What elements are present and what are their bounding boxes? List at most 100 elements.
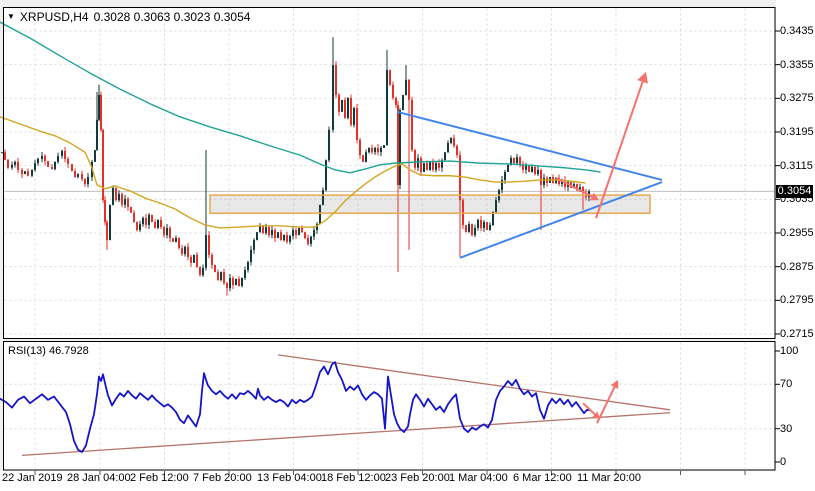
rsi-arrow-apex-pointer-head[interactable]: [592, 411, 600, 420]
candle-body: [292, 230, 294, 236]
candle-body: [241, 278, 243, 287]
candle-body: [338, 94, 340, 112]
candle-body: [377, 147, 379, 153]
candle-body: [477, 219, 479, 228]
candle-body: [501, 179, 503, 191]
candle-body: [283, 235, 285, 241]
candle-body: [558, 177, 560, 185]
candle-body: [441, 160, 443, 168]
candle-body: [513, 158, 515, 164]
price-trendline-lower-ascending[interactable]: [459, 181, 663, 259]
candle-body: [435, 163, 437, 170]
candle-body: [402, 94, 404, 111]
time-axis-label: 23 Feb 20:00: [385, 472, 450, 484]
candle-body: [286, 235, 288, 242]
rsi-arrow-apex-pointer-shaft[interactable]: [582, 402, 597, 416]
rsi-arrow-breakout-up-head[interactable]: [610, 379, 619, 389]
price-trendline-upper-descending[interactable]: [396, 110, 663, 181]
price-arrow-breakout-up-shaft[interactable]: [595, 80, 644, 219]
candle-body: [250, 249, 252, 263]
candle-body: [389, 70, 391, 85]
candle-body: [423, 163, 425, 172]
rsi-line[interactable]: [0, 361, 591, 453]
candle-body: [100, 94, 102, 130]
candle-body: [142, 217, 144, 225]
candle-body: [295, 230, 297, 236]
price-arrow-apex-pointer-head[interactable]: [590, 192, 599, 201]
candle-body: [335, 65, 337, 95]
support-zone-border[interactable]: [209, 194, 651, 214]
price-scale-strip[interactable]: [776, 0, 815, 491]
price-axis-label: 0.3195: [780, 125, 814, 138]
candle-body: [465, 224, 467, 233]
rsi-arrow-breakout-up-shaft[interactable]: [596, 385, 616, 424]
candle-body: [115, 187, 117, 201]
ohlc-values-label: 0.3028 0.3063 0.3023 0.3054: [93, 10, 251, 24]
candle-body: [34, 163, 36, 170]
candle-body: [71, 163, 73, 172]
ma-slow-line[interactable]: [0, 21, 601, 174]
candle-body: [322, 190, 324, 205]
ma-fast-line[interactable]: [0, 116, 586, 229]
time-axis-label: 1 Mar 04:00: [449, 472, 508, 484]
candle-body: [417, 158, 419, 168]
candle-body: [359, 139, 361, 156]
candle-body: [582, 187, 584, 194]
candle-body: [77, 174, 79, 178]
candle-body: [579, 187, 581, 191]
candle-body: [456, 145, 458, 156]
candle-body: [37, 158, 39, 164]
candle-body: [280, 232, 282, 241]
candle-body: [531, 166, 533, 172]
symbol-dropdown-icon[interactable]: ▼: [7, 12, 15, 21]
time-scale-strip[interactable]: [0, 471, 815, 491]
main-pane-bg[interactable]: [3, 7, 776, 339]
candle-body: [504, 171, 506, 180]
candle-body: [74, 171, 76, 178]
candle-body: [84, 179, 86, 185]
candle-body: [31, 169, 33, 176]
candle-body: [362, 155, 364, 162]
candle-body: [543, 177, 545, 186]
candle-body: [104, 200, 106, 223]
candle-body: [14, 161, 16, 165]
rsi-pane-bg[interactable]: [3, 341, 776, 471]
symbol-timeframe-label: XRPUSD,H4: [19, 10, 89, 24]
candle-body: [133, 212, 135, 223]
price-arrow-breakout-up-head[interactable]: [637, 71, 648, 84]
candle-body: [265, 227, 267, 233]
candle-body: [537, 169, 539, 175]
rsi-indicator-label: RSI(13) 46.7928: [8, 345, 89, 357]
candle-body: [27, 171, 29, 176]
candle-body: [268, 227, 270, 236]
time-axis-label: 6 Mar 12:00: [513, 472, 572, 484]
candle-body: [332, 65, 334, 130]
candle-body: [341, 100, 343, 112]
candle-body: [112, 187, 114, 205]
candle-body: [540, 169, 542, 186]
candle-body: [534, 166, 536, 175]
candle-body: [98, 94, 100, 120]
candle-body: [199, 267, 201, 276]
candle-body: [274, 230, 276, 239]
candle-body: [17, 161, 19, 170]
candle-body: [420, 158, 422, 172]
candle-body: [229, 278, 231, 289]
candle-body: [202, 267, 204, 276]
time-axis-label: 28 Jan 04:00: [67, 472, 131, 484]
candle-body: [495, 200, 497, 212]
price-arrow-apex-pointer-shaft[interactable]: [555, 176, 594, 198]
candle-body: [386, 70, 388, 146]
price-axis-label: 0.3435: [780, 25, 814, 37]
candle-body: [256, 232, 258, 241]
candle-body: [298, 227, 300, 236]
rsi-trendline-upper-descending[interactable]: [277, 354, 671, 411]
candle-body: [187, 246, 189, 257]
rsi-trendline-lower-ascending[interactable]: [21, 412, 671, 456]
price-axis-label: 0.2715: [780, 327, 814, 340]
price-axis-label: 0.3035: [780, 193, 814, 206]
candle-body: [438, 163, 440, 168]
candle-body: [96, 119, 98, 151]
candle-body: [471, 224, 473, 236]
